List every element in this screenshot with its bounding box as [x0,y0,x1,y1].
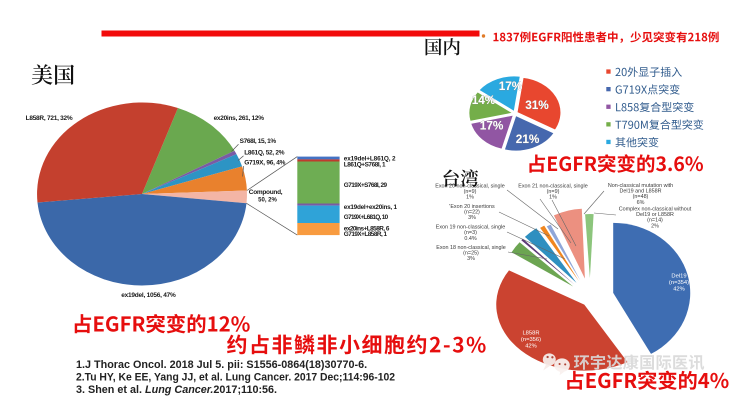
svg-text:3. Shen et al. Lung Cancer.201: 3. Shen et al. Lung Cancer.2017;110:56. [76,384,277,396]
svg-text:(n=14): (n=14) [647,218,663,224]
svg-text:L858R, 721, 32%: L858R, 721, 32% [26,115,73,122]
svg-text:Del19 or L858R: Del19 or L858R [636,212,674,218]
svg-text:L861Q+S768I, 1: L861Q+S768I, 1 [344,161,386,168]
svg-text:1%: 1% [466,195,474,201]
svg-text:ex20ins+L858R, 6: ex20ins+L858R, 6 [344,226,390,233]
svg-text:'Exon 20 insertions: 'Exon 20 insertions [449,204,495,210]
svg-text:3%: 3% [468,215,476,221]
svg-text:Complex non-classical without: Complex non-classical without [619,207,692,213]
svg-text:1.J Thorac Oncol. 2018 Jul 5.: 1.J Thorac Oncol. 2018 Jul 5. pii: S1556… [76,359,367,371]
svg-text:ex20ins, 261, 12%: ex20ins, 261, 12% [214,115,265,122]
svg-text:17%: 17% [499,79,523,93]
svg-text:(n=25): (n=25) [463,251,479,257]
svg-text:17%: 17% [480,119,504,133]
svg-text:(n=22): (n=22) [464,209,480,215]
svg-text:(n=3): (n=3) [464,230,477,236]
svg-text:Del19: Del19 [671,274,686,280]
svg-text:(n=356): (n=356) [521,337,541,343]
svg-text:6%: 6% [637,200,645,206]
svg-text:31%: 31% [525,98,549,112]
svg-text:Exon 19 non-classical, single: Exon 19 non-classical, single [436,225,506,231]
svg-text:Del19 and L858R: Del19 and L858R [620,189,662,195]
svg-text:G719X, 96, 4%: G719X, 96, 4% [244,160,285,167]
svg-text:Exon 18 non-classical, single: Exon 18 non-classical, single [436,245,506,251]
svg-text:L858R: L858R [522,331,539,337]
svg-text:G719X+L681Q, 10: G719X+L681Q, 10 [344,214,389,221]
svg-text:2%: 2% [651,223,659,229]
svg-text:Non-classical mutation with: Non-classical mutation with [608,183,673,189]
svg-text:(n=354): (n=354) [669,280,689,286]
svg-text:(n=9): (n=9) [547,189,560,195]
svg-text:Exon 21 non-classical, single: Exon 21 non-classical, single [518,183,588,189]
svg-text:0.4%: 0.4% [464,236,476,242]
svg-text:1%: 1% [549,195,557,201]
svg-text:G719X+L858R, 1: G719X+L858R, 1 [344,231,388,238]
svg-text:42%: 42% [673,286,685,292]
svg-text:42%: 42% [525,343,537,349]
svg-text:21%: 21% [516,132,540,146]
svg-text:50, 2%: 50, 2% [258,198,277,204]
svg-text:3%: 3% [467,256,475,262]
svg-text:Exon 20 non-classical, single: Exon 20 non-classical, single [435,183,505,189]
svg-text:2.Tu HY, Ke EE, Yang JJ, et al: 2.Tu HY, Ke EE, Yang JJ, et al. Lung Can… [76,371,395,383]
svg-text:(n=48): (n=48) [633,194,649,200]
svg-text:ex19del+ex20ins, 1: ex19del+ex20ins, 1 [344,204,398,211]
svg-text:Compound,: Compound, [249,189,283,196]
svg-text:ex19del, 1056, 47%: ex19del, 1056, 47% [121,292,176,299]
svg-text:S768I, 15, 1%: S768I, 15, 1% [240,138,277,145]
svg-text:(n=9): (n=9) [464,189,477,195]
svg-text:G719X+S768I, 29: G719X+S768I, 29 [344,182,388,189]
svg-text:L861Q, 52, 2%: L861Q, 52, 2% [244,150,285,157]
svg-text:14%: 14% [472,93,496,107]
svg-text:ex19del+L861Q, 2: ex19del+L861Q, 2 [344,155,396,162]
